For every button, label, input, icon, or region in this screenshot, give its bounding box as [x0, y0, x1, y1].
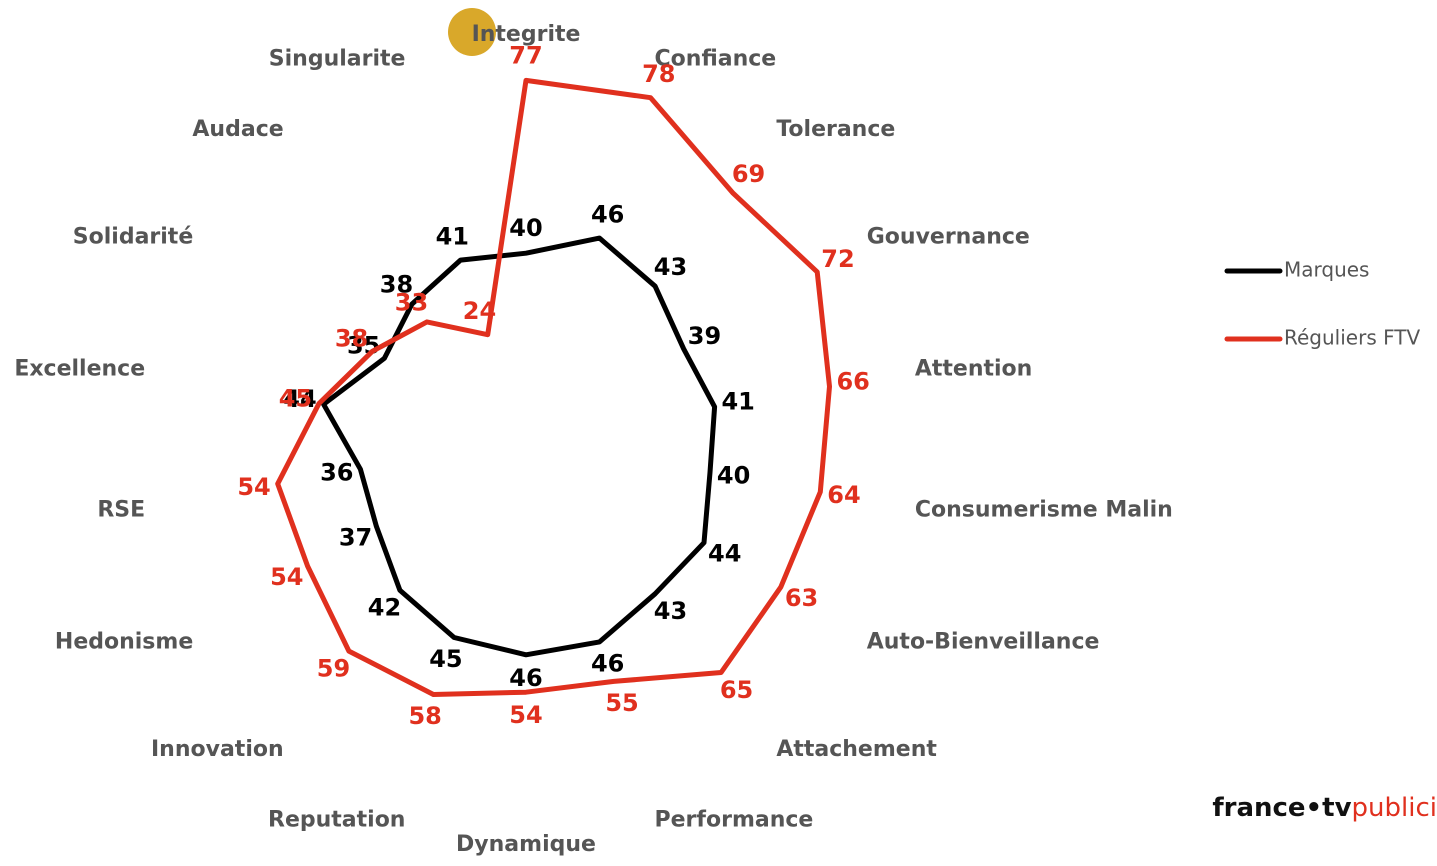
category-label: Excellence [14, 357, 145, 382]
value-label: 41 [721, 388, 754, 416]
category-label: RSE [97, 497, 145, 522]
value-label: 58 [408, 702, 441, 730]
category-label: Innovation [151, 737, 284, 762]
category-label: Integrite [472, 22, 581, 47]
value-label: 65 [720, 676, 753, 704]
value-label: 44 [283, 385, 316, 413]
category-label: Gouvernance [867, 225, 1030, 250]
value-label: 46 [509, 664, 542, 692]
category-label: Solidarité [73, 225, 193, 250]
value-label: 46 [591, 201, 624, 229]
value-label: 54 [270, 563, 303, 591]
value-label: 78 [642, 60, 675, 88]
value-label: 77 [509, 41, 542, 69]
value-label: 40 [717, 462, 750, 490]
logo-suffix: publici [1352, 793, 1437, 823]
value-label: 37 [339, 523, 372, 551]
value-label: 64 [827, 481, 860, 509]
value-label: 38 [335, 324, 368, 352]
category-label: Consumerisme Malin [915, 497, 1173, 522]
category-label: Confiance [655, 46, 777, 71]
value-label: 45 [429, 645, 462, 673]
value-label: 40 [509, 214, 542, 242]
series-line [321, 235, 718, 658]
category-label: Dynamique [456, 832, 596, 857]
value-label: 41 [436, 223, 469, 251]
category-label: Audace [192, 117, 283, 142]
category-label: Hedonisme [55, 630, 193, 655]
category-label: Singularite [269, 46, 406, 71]
value-label: 24 [463, 297, 496, 325]
value-label: 63 [785, 584, 818, 612]
value-label: 39 [688, 322, 721, 350]
value-label: 54 [237, 473, 270, 501]
value-label: 69 [732, 160, 765, 188]
value-label: 66 [836, 367, 869, 395]
value-label: 72 [821, 245, 854, 273]
category-label: Tolerance [776, 117, 895, 142]
value-label: 43 [654, 597, 687, 625]
value-label: 35 [347, 331, 380, 359]
value-label: 36 [320, 458, 353, 486]
category-label: Attachement [776, 737, 937, 762]
category-label: Reputation [268, 808, 405, 833]
legend-label: Marques [1284, 258, 1369, 282]
value-label: 46 [591, 649, 624, 677]
category-label: Performance [655, 808, 814, 833]
series-line [275, 77, 832, 697]
cursor-highlight [448, 8, 496, 56]
value-label: 45 [279, 384, 312, 412]
value-label: 38 [380, 271, 413, 299]
logo-brand: france•tv [1212, 793, 1351, 823]
value-label: 44 [708, 540, 741, 568]
logo: france•tvpublici [1212, 793, 1437, 823]
value-label: 54 [509, 701, 542, 729]
legend-label: Réguliers FTV [1284, 326, 1420, 350]
value-label: 42 [368, 594, 401, 622]
value-label: 55 [605, 689, 638, 717]
value-label: 43 [654, 253, 687, 281]
category-label: Attention [915, 357, 1032, 382]
value-label: 33 [395, 289, 428, 317]
category-label: Auto-Bienveillance [867, 630, 1100, 655]
value-label: 59 [317, 654, 350, 682]
